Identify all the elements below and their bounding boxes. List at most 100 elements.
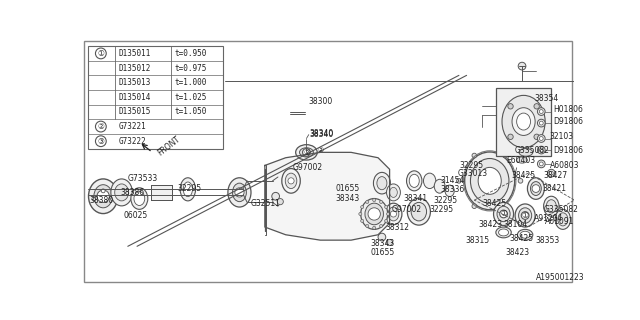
Circle shape (95, 48, 106, 59)
Ellipse shape (543, 196, 559, 216)
Ellipse shape (465, 152, 515, 210)
Circle shape (365, 200, 369, 204)
Circle shape (372, 198, 376, 202)
Circle shape (111, 197, 115, 201)
Circle shape (288, 178, 294, 184)
Text: 38300: 38300 (308, 97, 333, 106)
Text: t=1.000: t=1.000 (175, 78, 207, 87)
Text: 38341: 38341 (403, 194, 428, 203)
Circle shape (534, 134, 540, 140)
Circle shape (95, 136, 106, 147)
Circle shape (385, 205, 388, 209)
Polygon shape (265, 152, 390, 240)
Ellipse shape (115, 184, 129, 201)
Circle shape (503, 153, 508, 158)
Ellipse shape (407, 198, 431, 225)
Text: 38421: 38421 (542, 184, 566, 193)
Circle shape (277, 198, 284, 205)
Text: A195001223: A195001223 (536, 273, 584, 282)
Circle shape (456, 179, 461, 183)
Text: 38386: 38386 (120, 188, 144, 197)
Ellipse shape (183, 182, 193, 196)
Circle shape (518, 179, 523, 183)
Text: ②: ② (303, 148, 310, 157)
Text: A61091: A61091 (545, 217, 575, 226)
Ellipse shape (388, 207, 399, 221)
Ellipse shape (518, 208, 532, 223)
Ellipse shape (516, 113, 531, 130)
Circle shape (538, 119, 545, 127)
Text: t=1.025: t=1.025 (175, 93, 207, 102)
Ellipse shape (406, 171, 422, 191)
Ellipse shape (373, 172, 390, 194)
Circle shape (372, 226, 376, 229)
Ellipse shape (502, 95, 545, 148)
Circle shape (538, 146, 545, 154)
Circle shape (92, 197, 96, 201)
Circle shape (508, 104, 513, 109)
Circle shape (380, 224, 383, 228)
Text: FRONT: FRONT (156, 135, 182, 158)
Ellipse shape (387, 184, 401, 201)
Text: G97002: G97002 (391, 205, 421, 214)
Circle shape (521, 212, 529, 219)
Bar (496, 88, 551, 156)
Text: ③: ③ (97, 137, 104, 146)
Text: 38315: 38315 (465, 236, 489, 244)
Text: D135015: D135015 (118, 108, 151, 116)
Text: ②: ② (318, 147, 324, 153)
Text: 38343: 38343 (336, 194, 360, 203)
Ellipse shape (520, 231, 530, 238)
Ellipse shape (424, 173, 436, 188)
Circle shape (97, 190, 109, 203)
Text: t=0.950: t=0.950 (175, 49, 207, 58)
Text: 38423: 38423 (505, 248, 529, 257)
Text: 01655: 01655 (371, 248, 395, 257)
Circle shape (272, 192, 280, 200)
Circle shape (235, 188, 244, 197)
Text: 38340: 38340 (310, 129, 334, 138)
Circle shape (378, 233, 386, 241)
Text: t=0.975: t=0.975 (175, 64, 207, 73)
Ellipse shape (445, 185, 454, 196)
Text: 38104: 38104 (504, 220, 528, 229)
Text: G73533: G73533 (128, 174, 158, 183)
Circle shape (540, 148, 543, 152)
Circle shape (540, 137, 543, 140)
Circle shape (532, 185, 540, 192)
Circle shape (547, 169, 555, 177)
Circle shape (518, 62, 526, 70)
Ellipse shape (134, 192, 145, 205)
Text: 31454: 31454 (440, 176, 465, 185)
Circle shape (361, 219, 364, 222)
Text: 32295: 32295 (177, 184, 201, 193)
Ellipse shape (296, 145, 317, 160)
Text: ①: ① (97, 49, 104, 58)
Circle shape (368, 208, 380, 220)
Ellipse shape (385, 203, 402, 225)
Ellipse shape (111, 179, 132, 206)
Bar (151, 185, 172, 200)
Text: D91806: D91806 (553, 117, 583, 126)
Text: 38423: 38423 (478, 220, 502, 229)
Text: G335082: G335082 (543, 205, 579, 214)
Ellipse shape (180, 178, 196, 201)
Text: 06025: 06025 (124, 211, 148, 220)
Text: G33013: G33013 (458, 169, 488, 178)
Text: 38425: 38425 (509, 234, 533, 243)
Ellipse shape (435, 179, 445, 193)
Text: G97002: G97002 (292, 163, 323, 172)
Bar (88, 46, 223, 148)
Text: D135012: D135012 (118, 64, 151, 73)
Text: 38427: 38427 (543, 171, 568, 180)
Ellipse shape (300, 148, 314, 157)
Circle shape (365, 224, 369, 228)
Ellipse shape (512, 108, 535, 135)
Text: 38343: 38343 (371, 239, 395, 249)
Circle shape (500, 210, 508, 218)
Text: E60403: E60403 (507, 156, 536, 164)
Circle shape (538, 108, 545, 116)
Ellipse shape (377, 177, 387, 190)
Text: H01806: H01806 (553, 105, 582, 114)
Ellipse shape (516, 157, 527, 163)
